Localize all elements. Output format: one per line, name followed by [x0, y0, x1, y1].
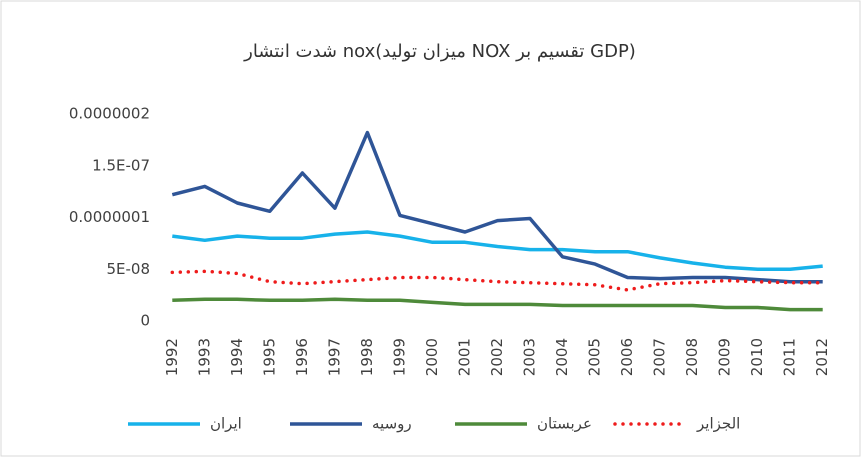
series-line: [172, 230, 823, 272]
x-tick-label: 2011: [781, 338, 799, 376]
legend-label: الجزایر: [696, 415, 740, 433]
chart-title: شدت انتشار nox(میزان تولید NOX تقسیم بر …: [243, 41, 636, 62]
x-tick-label: 1994: [228, 338, 246, 376]
x-tick-label: 2000: [423, 338, 441, 376]
y-tick-label: 0.0000001: [69, 208, 150, 226]
x-tick-label: 2005: [586, 338, 604, 376]
legend-label: ایران: [210, 415, 242, 433]
series-line: [170, 269, 825, 292]
legend-label: روسیه: [372, 415, 412, 433]
y-tick-label: 0.0000002: [69, 105, 150, 123]
x-tick-label: 1996: [293, 338, 311, 376]
x-tick-label: 2007: [651, 338, 669, 376]
y-tick-label: 0: [140, 312, 150, 330]
x-tick-label: 1998: [358, 338, 376, 376]
x-tick-label: 1995: [260, 338, 278, 376]
x-tick-label: 1993: [195, 338, 213, 376]
x-tick-label: 2008: [683, 338, 701, 376]
y-tick-label: 1.5E-07: [92, 156, 150, 174]
series-line: [171, 130, 823, 284]
x-tick-label: 1992: [163, 338, 181, 376]
y-tick-label: 5E-08: [106, 260, 150, 278]
x-tick-label: 2001: [455, 338, 473, 376]
x-tick-label: 2004: [553, 338, 571, 376]
x-tick-label: 1999: [390, 338, 408, 376]
x-tick-label: 2006: [618, 338, 636, 376]
x-tick-label: 1997: [325, 338, 343, 376]
series-line: [172, 297, 823, 312]
x-tick-label: 2002: [488, 338, 506, 376]
x-tick-label: 2003: [521, 338, 539, 376]
x-tick-label: 2009: [716, 338, 734, 376]
x-tick-label: 2010: [748, 338, 766, 376]
legend-label: عربستان: [537, 415, 592, 433]
x-tick-label: 2012: [813, 338, 831, 376]
